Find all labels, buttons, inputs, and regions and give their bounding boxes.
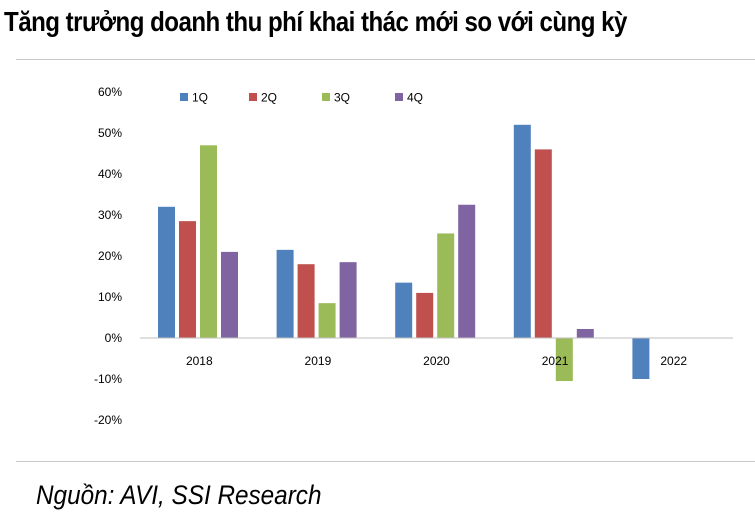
bar-4q-2021 <box>576 328 594 338</box>
x-tick-label: 2022 <box>660 354 687 368</box>
bar-3q-2020 <box>437 233 455 338</box>
y-tick-label: 60% <box>98 85 122 99</box>
bar-4q-2019 <box>339 262 357 338</box>
bar-3q-2019 <box>318 303 336 338</box>
legend-label-4q: 4Q <box>407 91 423 105</box>
bars <box>158 124 650 382</box>
bar-chart: -20% -10% 0% 10% 20% 30% 40% 50% 60% 2018 2019 202… <box>94 85 733 427</box>
bar-2q-2019 <box>297 264 315 338</box>
x-axis-labels: 2018 2019 2020 2021 2022 <box>186 354 687 368</box>
y-tick-label: 10% <box>98 290 122 304</box>
legend-label-2q: 2Q <box>261 91 277 105</box>
y-axis-ticks: -20% -10% 0% 10% 20% 30% 40% 50% 60% <box>94 85 122 427</box>
bar-1q-2021 <box>513 124 531 338</box>
bar-1q-2019 <box>276 249 294 338</box>
chart-title: Tăng trưởng doanh thu phí khai thác mới … <box>4 6 627 37</box>
y-tick-label: -20% <box>94 413 122 427</box>
legend-swatch-1q <box>180 93 188 101</box>
legend-swatch-3q <box>322 93 330 101</box>
legend-label-3q: 3Q <box>334 91 350 105</box>
y-tick-label: 50% <box>98 126 122 140</box>
bar-4q-2018 <box>221 251 238 338</box>
y-tick-label: -10% <box>94 372 122 386</box>
x-tick-label: 2020 <box>423 354 450 368</box>
x-tick-label: 2021 <box>542 354 569 368</box>
y-tick-label: 20% <box>98 249 122 263</box>
legend-swatch-4q <box>395 93 403 101</box>
bar-2q-2020 <box>416 292 434 338</box>
bar-1q-2020 <box>395 282 413 338</box>
y-tick-label: 0% <box>105 331 123 345</box>
bar-4q-2020 <box>458 204 476 338</box>
bar-3q-2021 <box>555 338 573 382</box>
legend-swatch-2q <box>249 93 257 101</box>
y-tick-label: 30% <box>98 208 122 222</box>
x-tick-label: 2018 <box>186 354 213 368</box>
bottom-divider <box>16 461 755 462</box>
bar-1q-2018 <box>158 206 175 338</box>
bar-1q-2022 <box>632 338 650 379</box>
legend: 1Q 2Q 3Q 4Q <box>180 91 423 105</box>
legend-label-1q: 1Q <box>192 91 208 105</box>
bar-2q-2021 <box>534 149 552 338</box>
bar-2q-2018 <box>179 221 196 338</box>
source-note: Nguồn: AVI, SSI Research <box>36 480 322 510</box>
top-divider <box>16 59 755 60</box>
y-tick-label: 40% <box>98 167 122 181</box>
x-tick-label: 2019 <box>305 354 332 368</box>
bar-3q-2018 <box>200 145 217 338</box>
